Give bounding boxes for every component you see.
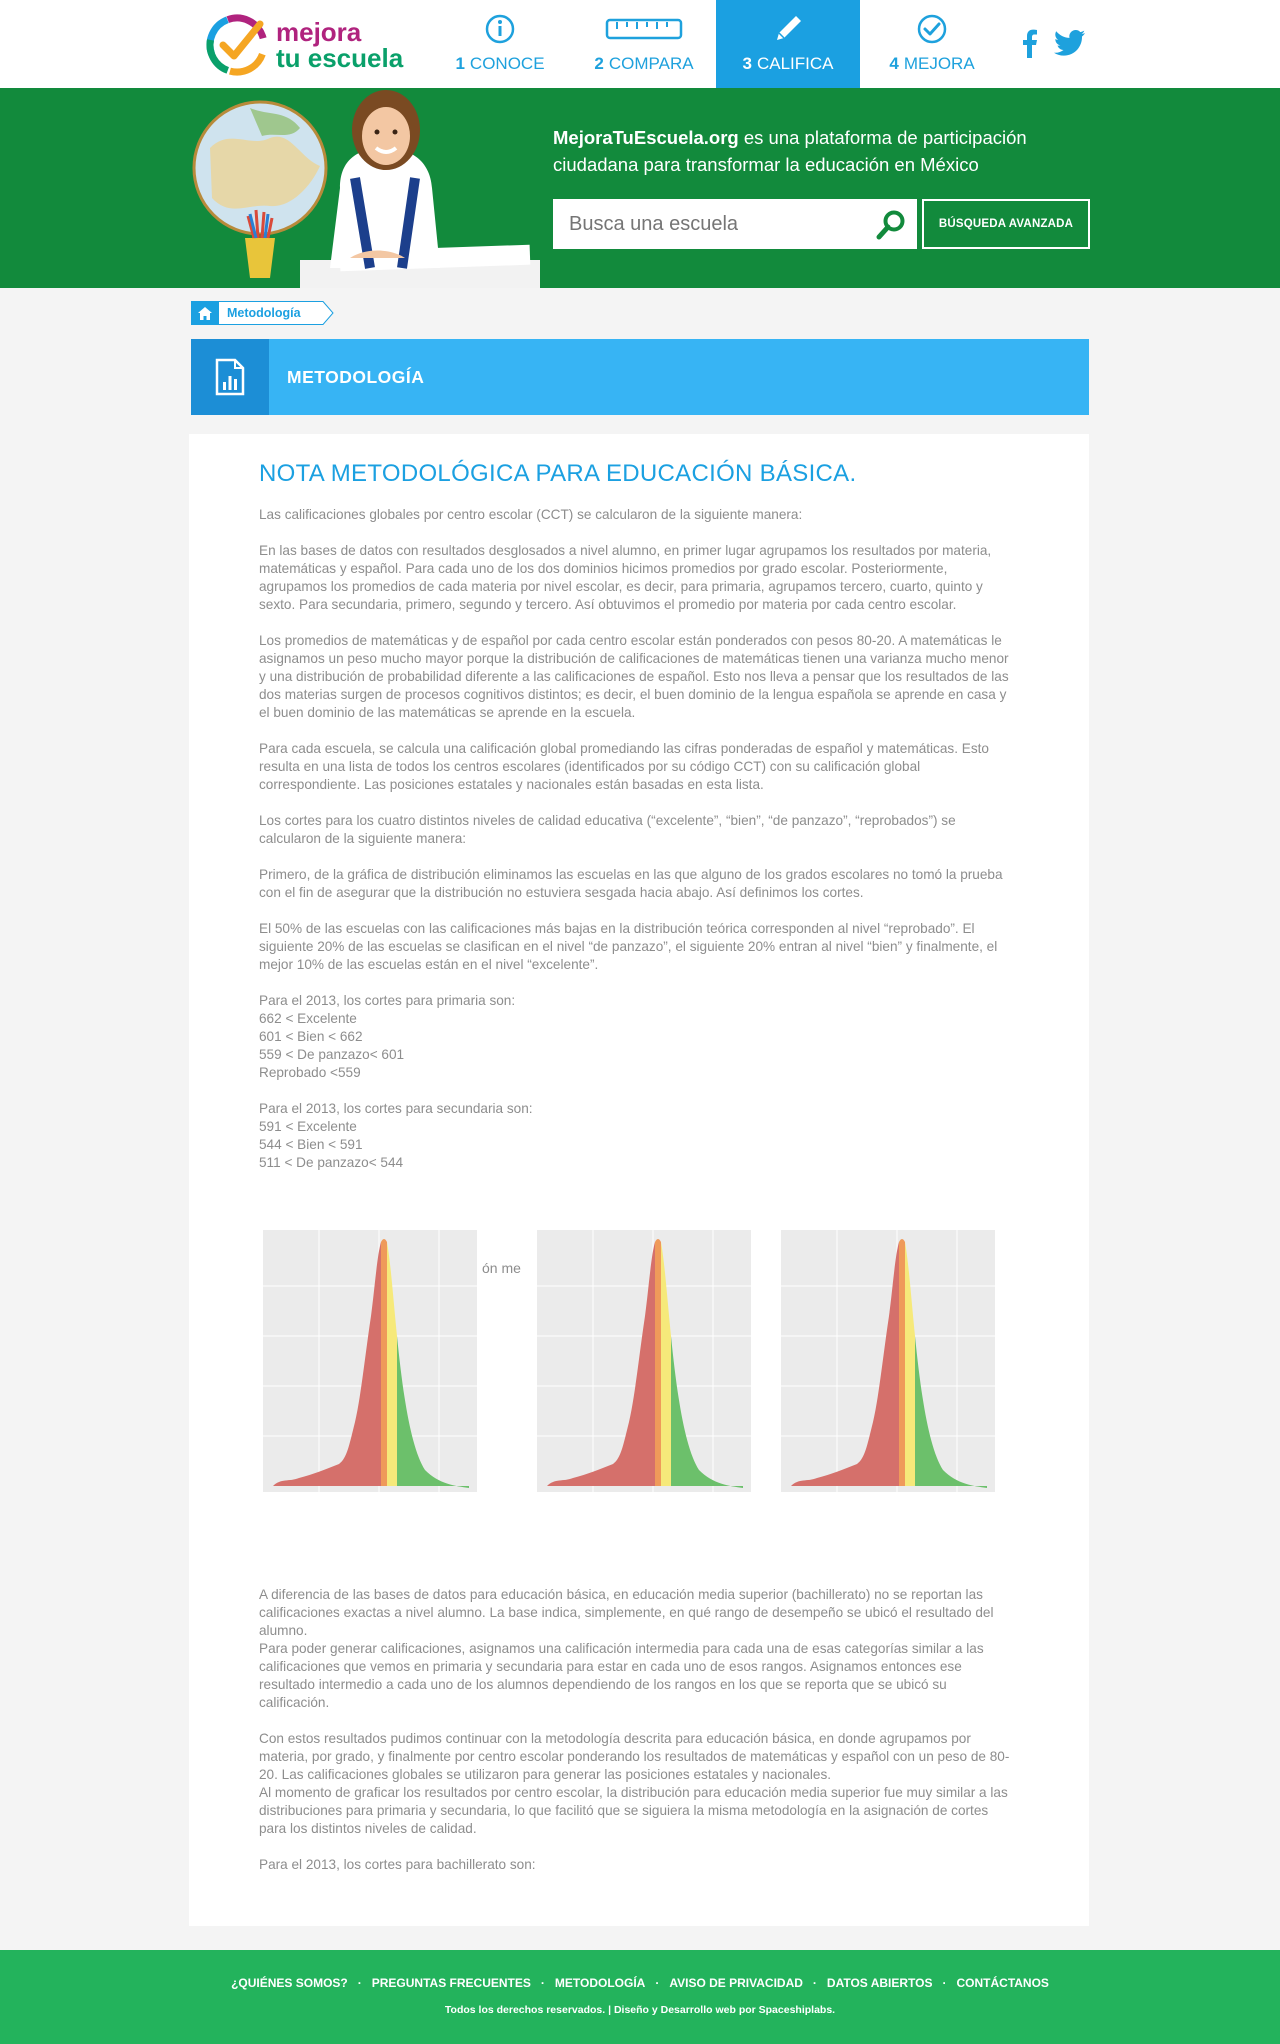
hero-brand: MejoraTuEscuela.org [553,127,739,148]
nav-label: CONOCE [469,54,545,73]
distribution-chart-image [777,1226,999,1498]
footer-links: ¿QUIÉNES SOMOS? · PREGUNTAS FRECUENTES · M… [0,1976,1280,1990]
facebook-icon[interactable] [1020,28,1038,58]
distribution-charts [259,1226,1019,1498]
paragraph: A diferencia de las bases de datos para … [259,1587,994,1638]
footer-link-privacidad[interactable]: AVISO DE PRIVACIDAD [669,1976,803,1990]
logo-line2: tu escuela [276,43,404,73]
hero-banner: MejoraTuEscuela.org es una plataforma de… [0,88,1280,288]
info-icon [484,12,516,46]
cut-line: 544 < Bien < 591 [259,1137,363,1152]
hero-tagline: MejoraTuEscuela.org es una plataforma de… [553,124,1093,178]
main-nav: 1 CONOCE 2 COMPARA 3 CALIFICA 4 MEJORA [428,0,1004,88]
document-body-top: Las calificaciones globales por centro e… [259,506,1019,1250]
nav-califica[interactable]: 3 CALIFICA [716,0,860,88]
content-card: NOTA METODOLÓGICA PARA EDUCACIÓN BÁSICA.… [189,434,1089,1926]
logo-line1: mejora [276,17,362,47]
paragraph: En las bases de datos con resultados des… [259,543,992,612]
logo-text: mejora tu escuela [276,19,403,71]
document-text: Las calificaciones globales por centro e… [259,506,1019,1172]
paragraph: Con estos resultados pudimos continuar c… [259,1731,1010,1782]
pencil-icon [772,12,804,46]
section-banner: METODOLOGÍA [191,339,1089,415]
nav-label: CALIFICA [756,54,834,73]
separator: · [812,1976,817,1990]
breadcrumb-arrow-icon [310,301,334,325]
breadcrumb-label: Metodología [227,306,301,320]
twitter-icon[interactable] [1054,29,1086,57]
footer-link-datos-abiertos[interactable]: DATOS ABIERTOS [826,1976,933,1990]
hero-student-image [192,90,540,288]
nav-num: 2 [594,54,604,73]
footer-link-contacto[interactable]: CONTÁCTANOS [956,1976,1049,1990]
check-circle-icon [916,12,948,46]
separator: · [357,1976,362,1990]
breadcrumb-current[interactable]: Metodología [219,301,334,325]
footer-copyright: Todos los derechos reservados. | Diseño … [444,2004,836,2016]
document-text-bachillerato: A diferencia de las bases de datos para … [259,1586,1019,1874]
nav-compara[interactable]: 2 COMPARA [572,0,716,88]
nav-num: 4 [889,54,899,73]
ruler-icon [605,12,683,46]
paragraph: Para cada escuela, se calcula una califi… [259,741,989,792]
overlapped-text: ón me [482,1260,521,1276]
search-box [553,199,917,249]
cut-line: 662 < Excelente [259,1011,357,1026]
cuts-heading: Para el 2013, los cortes para primaria s… [259,993,516,1008]
paragraph: Primero, de la gráfica de distribución e… [259,867,1003,900]
separator: · [655,1976,660,1990]
paragraph: Para poder generar calificaciones, asign… [259,1641,984,1710]
section-title: METODOLOGÍA [287,367,425,387]
paragraph: Los cortes para los cuatro distintos niv… [259,813,956,846]
home-icon[interactable] [191,301,219,325]
distribution-chart-image [533,1226,755,1498]
nav-num: 3 [742,54,752,73]
advanced-search-button[interactable]: BÚSQUEDA AVANZADA [922,199,1090,249]
search-input[interactable] [553,200,853,248]
paragraph: Las calificaciones globales por centro e… [259,507,803,522]
footer-link-preguntas[interactable]: PREGUNTAS FRECUENTES [371,1976,531,1990]
footer-link-metodologia[interactable]: METODOLOGÍA [554,1976,646,1990]
report-chart-icon [191,339,269,415]
cut-line: 511 < De panzazo< 544 [259,1155,404,1170]
search-icon[interactable] [875,209,907,241]
hero-tagline-text: es una plataforma de participación ciuda… [553,127,1027,175]
distribution-chart-image [259,1226,481,1498]
breadcrumb: Metodología [191,301,334,325]
cut-line: 559 < De panzazo< 601 [259,1047,405,1062]
site-footer: ¿QUIÉNES SOMOS? · PREGUNTAS FRECUENTES · M… [0,1950,1280,2044]
paragraph: Los promedios de matemáticas y de españo… [259,633,1009,720]
separator: · [540,1976,545,1990]
separator: · [942,1976,947,1990]
social-links [1020,28,1086,58]
cuts-heading: Para el 2013, los cortes para secundaria… [259,1101,533,1116]
cuts-heading: Para el 2013, los cortes para bachillera… [259,1857,536,1872]
nav-label: MEJORA [903,54,975,73]
nav-num: 1 [455,54,465,73]
paragraph: Al momento de graficar los resultados po… [259,1785,1008,1836]
cut-line: 601 < Bien < 662 [259,1029,363,1044]
document-title: NOTA METODOLÓGICA PARA EDUCACIÓN BÁSICA. [259,460,857,487]
footer-link-quienes-somos[interactable]: ¿QUIÉNES SOMOS? [231,1976,348,1990]
paragraph: El 50% de las escuelas con las calificac… [259,921,998,972]
nav-mejora[interactable]: 4 MEJORA [860,0,1004,88]
nav-label: COMPARA [608,54,694,73]
site-header: mejora tu escuela 1 CONOCE 2 COMPARA [0,0,1280,88]
cut-line: 591 < Excelente [259,1119,357,1134]
site-logo[interactable]: mejora tu escuela [204,10,414,80]
cut-line: Reprobado <559 [259,1065,361,1080]
nav-conoce[interactable]: 1 CONOCE [428,0,572,88]
logo-check-icon [206,14,268,76]
